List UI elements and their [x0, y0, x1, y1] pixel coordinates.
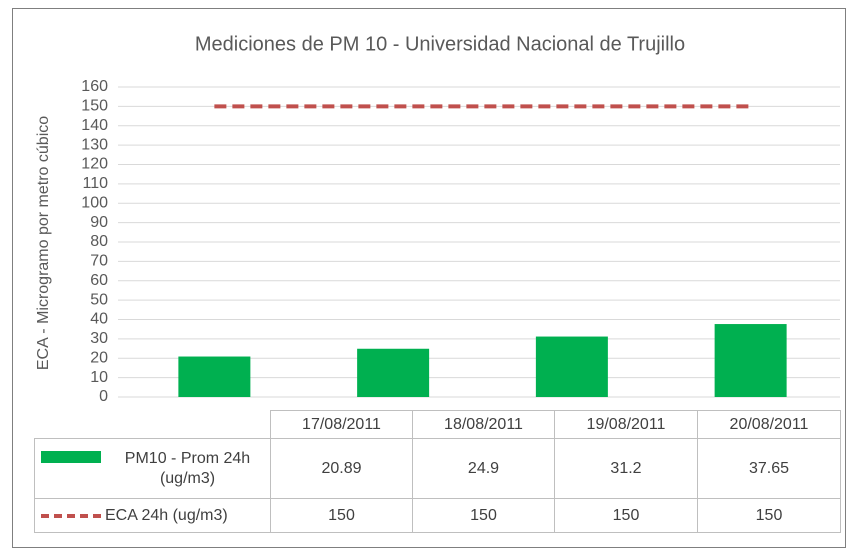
y-tick-label: 130 — [81, 136, 108, 153]
table-value-text: 24.9 — [467, 459, 500, 477]
bar — [357, 348, 430, 397]
table-value: 20.89 — [270, 438, 413, 499]
chart-frame — [12, 8, 846, 548]
table-header: 20/08/2011 — [697, 410, 841, 439]
legend-key — [41, 513, 101, 518]
y-tick-label: 40 — [90, 311, 108, 328]
table-value-text: 150 — [612, 506, 640, 524]
y-tick-label: 80 — [90, 233, 108, 250]
y-tick-label: 110 — [82, 175, 108, 192]
table-value-text: 31.2 — [610, 459, 642, 477]
legend-cell: ECA 24h (ug/m3) — [34, 498, 271, 533]
y-tick-label: 150 — [81, 98, 108, 115]
legend-label: ECA 24h (ug/m3) — [105, 506, 228, 524]
y-tick-label: 90 — [90, 214, 108, 231]
table-value-text: 150 — [328, 506, 355, 524]
legend-key — [41, 451, 101, 463]
table-value-text: 37.65 — [748, 459, 790, 477]
y-tick-label: 10 — [90, 369, 108, 386]
table-value: 150 — [270, 498, 413, 533]
table-value-text: 150 — [470, 506, 497, 524]
table-header: 19/08/2011 — [554, 410, 698, 439]
table-value: 37.65 — [697, 438, 841, 499]
table-value: 31.2 — [554, 438, 698, 499]
y-tick-label: 60 — [90, 272, 108, 289]
chart-title: Mediciones de PM 10 - Universidad Nacion… — [195, 33, 685, 55]
table-value-text: 20.89 — [321, 459, 362, 477]
table-value-text: 150 — [755, 506, 783, 524]
bar — [178, 356, 251, 397]
table-header-text: 19/08/2011 — [586, 415, 666, 433]
y-tick-label: 140 — [81, 117, 108, 134]
y-tick-label: 120 — [81, 156, 108, 173]
table-header-text: 20/08/2011 — [729, 415, 809, 433]
y-tick-label: 100 — [81, 194, 108, 211]
table-header-text: 18/08/2011 — [444, 415, 523, 433]
y-tick-label: 20 — [90, 349, 108, 366]
y-tick-label: 0 — [99, 388, 108, 405]
table-header-text: 17/08/2011 — [302, 415, 381, 433]
y-tick-label: 70 — [90, 253, 108, 270]
legend-cell: PM10 - Prom 24h (ug/m3) — [34, 438, 271, 499]
bar — [714, 324, 787, 397]
y-axis-label: ECA - Microgramo por metro cúbico — [35, 116, 52, 370]
table-header: 18/08/2011 — [412, 410, 555, 439]
y-tick-label: 50 — [90, 291, 108, 308]
y-tick-label: 160 — [81, 78, 108, 95]
table-header: 17/08/2011 — [270, 410, 413, 439]
y-tick-label: 30 — [90, 330, 108, 347]
table-value: 150 — [412, 498, 555, 533]
bar — [535, 336, 608, 397]
table-value: 24.9 — [412, 438, 555, 499]
legend-label: PM10 - Prom 24h (ug/m3) — [124, 449, 251, 487]
table-value: 150 — [697, 498, 841, 533]
table-value: 150 — [554, 498, 698, 533]
